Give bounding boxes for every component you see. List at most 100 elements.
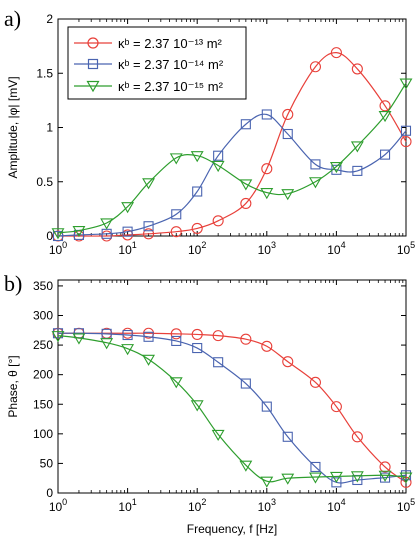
series-line — [58, 332, 407, 483]
panel-b-series — [51, 327, 413, 488]
panel-b: b) Phase, θ [°] 100 101 102 103 104 105050100… — [4, 271, 415, 536]
panel-b-xlabel: Frequency, f [Hz] — [187, 522, 277, 536]
data-point — [169, 377, 183, 389]
data-point — [379, 100, 391, 112]
y-tick-label: 0 — [46, 486, 53, 500]
data-point — [170, 328, 182, 340]
data-point — [191, 328, 203, 340]
data-point — [211, 429, 225, 442]
series — [52, 109, 412, 242]
data-point — [309, 376, 321, 388]
data-point — [142, 178, 156, 190]
x-tick-label: 104 — [327, 240, 345, 257]
data-point — [350, 141, 364, 153]
y-tick-label: 1.5 — [36, 66, 53, 80]
x-tick-label: 101 — [118, 240, 136, 257]
data-point — [51, 228, 65, 240]
data-point — [282, 356, 294, 368]
data-point — [331, 477, 342, 488]
series-line — [57, 335, 407, 483]
panel-a-label: a) — [4, 6, 21, 31]
data-point — [191, 222, 203, 234]
data-point — [122, 329, 133, 341]
data-point — [240, 119, 251, 130]
data-point — [350, 471, 364, 483]
legend-marker — [86, 80, 100, 93]
series — [51, 331, 413, 488]
data-point — [282, 108, 294, 121]
data-point — [240, 197, 252, 209]
data-point — [379, 472, 391, 483]
legend-entry: κᵇ = 2.37 10⁻¹⁵ m² — [74, 79, 224, 94]
data-point — [400, 125, 412, 136]
y-tick-label: 50 — [40, 456, 54, 470]
data-point — [121, 344, 135, 356]
data-point — [192, 342, 203, 354]
legend-marker — [87, 58, 99, 70]
x-tick-label: 101 — [118, 497, 136, 514]
legend-entry: κᵇ = 2.37 10⁻¹⁴ m² — [74, 57, 224, 72]
series — [51, 78, 413, 240]
data-point — [142, 354, 156, 366]
data-point — [330, 47, 342, 59]
data-point — [261, 109, 272, 120]
data-point — [282, 431, 293, 442]
x-tick-label: 105 — [397, 497, 415, 514]
panel-a-ticks: 100 101 102 103 104 105 0 0.5 1 1.5 2 — [36, 12, 415, 257]
x-tick-label: 104 — [327, 497, 345, 514]
data-point — [213, 150, 224, 161]
data-point — [192, 186, 203, 197]
data-point — [310, 159, 321, 170]
y-tick-label: 100 — [33, 427, 53, 441]
data-point — [399, 78, 413, 90]
x-tick-label: 102 — [188, 497, 206, 514]
y-tick-label: 300 — [33, 309, 53, 323]
data-point — [260, 188, 274, 200]
data-point — [239, 460, 253, 472]
panel-a-series — [51, 47, 413, 242]
panel-a-ylabel: Amplitude, |φ| [mV] — [6, 76, 20, 178]
series-line — [57, 332, 407, 484]
x-tick-label: 102 — [188, 240, 206, 257]
data-point — [240, 378, 251, 389]
legend-marker — [87, 37, 99, 49]
data-point — [329, 162, 343, 174]
data-point — [329, 471, 343, 484]
panel-b-ylabel: Phase, θ [°] — [6, 355, 20, 417]
data-point — [143, 228, 155, 240]
data-point — [51, 331, 65, 343]
data-point — [400, 136, 412, 148]
data-point — [100, 338, 114, 350]
data-point — [100, 218, 114, 230]
data-point — [352, 165, 363, 176]
panel-b-plot-frame — [57, 279, 407, 494]
data-point — [281, 189, 295, 201]
legend-label: κᵇ = 2.37 10⁻¹⁵ m² — [118, 79, 224, 94]
y-tick-label: 1 — [46, 121, 53, 135]
legend-entry: κᵇ = 2.37 10⁻¹³ m² — [74, 36, 223, 51]
legend: κᵇ = 2.37 10⁻¹³ m² κᵇ = 2.37 10⁻¹⁴ m² κᵇ… — [67, 26, 247, 100]
data-point — [72, 333, 86, 345]
data-point — [378, 470, 392, 482]
x-tick-label: 103 — [258, 240, 276, 257]
y-tick-label: 200 — [33, 368, 53, 382]
data-point — [261, 401, 272, 412]
data-point — [213, 357, 224, 368]
data-point — [171, 335, 182, 346]
data-point — [379, 149, 391, 160]
y-tick-label: 350 — [33, 279, 53, 293]
data-point — [330, 401, 342, 413]
y-tick-label: 250 — [33, 338, 53, 352]
x-tick-label: 105 — [397, 240, 415, 257]
data-point — [261, 163, 273, 175]
data-point — [308, 472, 322, 484]
x-tick-label: 103 — [258, 497, 276, 514]
data-point — [351, 63, 363, 75]
data-point — [239, 179, 253, 191]
series-line — [57, 82, 407, 234]
data-point — [190, 400, 204, 412]
series — [52, 47, 412, 242]
data-point — [211, 160, 225, 173]
y-tick-label: 0 — [46, 229, 53, 243]
